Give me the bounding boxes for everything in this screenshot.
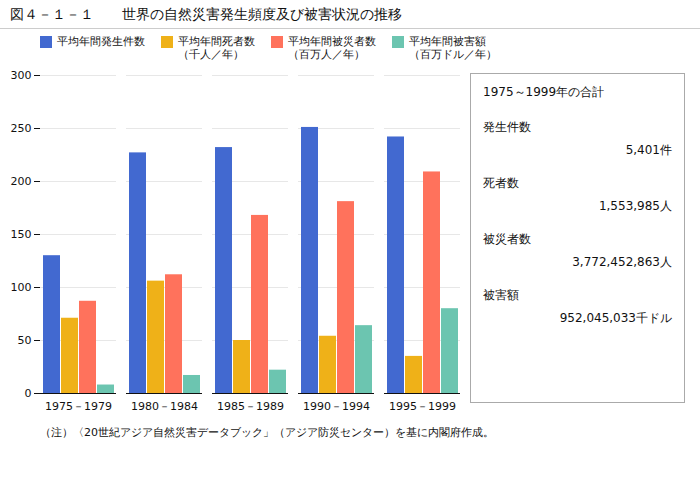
html-text:平均年間被災者数 （百万人／年）: 平均年間被災者数 （百万人／年） — [288, 35, 376, 61]
svg-text:1980－1984: 1980－1984 — [131, 401, 198, 414]
html-text:平均年間発生件数: 平均年間発生件数 — [57, 35, 145, 47]
html-text:被災者数: 被災者数 — [483, 232, 531, 247]
svg-text:250: 250 — [11, 122, 32, 135]
html-text:被害額: 被害額 — [483, 288, 519, 303]
svg-text:300: 300 — [11, 69, 32, 82]
svg-text:1990－1994: 1990－1994 — [303, 401, 370, 414]
html-text:5,401件: 5,401件 — [625, 143, 672, 158]
html-text:平均年間被害額 （百万ドル／年）: 平均年間被害額 （百万ドル／年） — [409, 35, 497, 61]
html-text:図４－１－１ 世界の自然災害発生頻度及び被害状況の推移: 図４－１－１ 世界の自然災害発生頻度及び被害状況の推移 — [10, 6, 402, 22]
svg-text:150: 150 — [11, 228, 32, 241]
svg-text:1975－1979: 1975－1979 — [45, 401, 112, 414]
html-text:3,772,452,863人: 3,772,452,863人 — [572, 255, 672, 270]
html-text:平均年間死者数 （千人／年）: 平均年間死者数 （千人／年） — [178, 35, 255, 61]
svg-text:1985－1989: 1985－1989 — [217, 401, 284, 414]
html-text:952,045,033千ドル: 952,045,033千ドル — [559, 311, 672, 326]
html-text:1,553,985人: 1,553,985人 — [598, 199, 672, 214]
html-text:1975～1999年の合計: 1975～1999年の合計 — [483, 85, 605, 100]
html-text:死者数: 死者数 — [483, 176, 519, 191]
svg-text:200: 200 — [11, 175, 32, 188]
html-text:発生件数: 発生件数 — [483, 120, 531, 135]
svg-text:0: 0 — [25, 387, 32, 400]
svg-text:50: 50 — [18, 334, 32, 347]
svg-text:100: 100 — [11, 281, 32, 294]
html-text:（注）〈20世紀アジア自然災害データブック」（アジア防災セン: （注）〈20世紀アジア自然災害データブック」（アジア防災センター）を基に内閣府作… — [40, 426, 494, 440]
svg-text:1995－1999: 1995－1999 — [389, 401, 456, 414]
